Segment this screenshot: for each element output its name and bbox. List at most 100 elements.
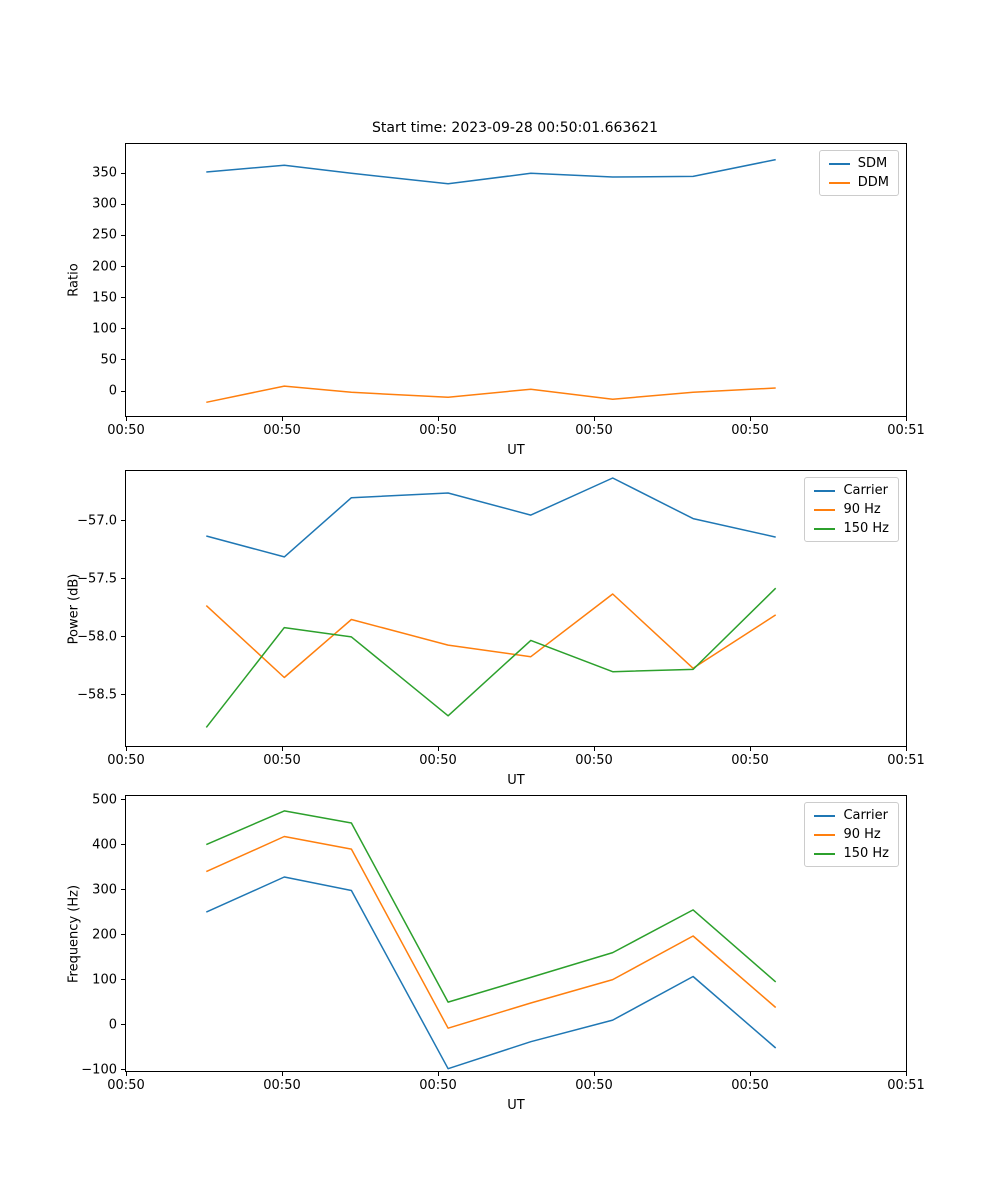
y-tick-mark (121, 520, 125, 522)
legend-label: 90 Hz (843, 502, 881, 517)
axes-power: 00:50 00:50 00:50 00:50 00:50 00:51 −58.5 −58.0… (67, 470, 925, 788)
x-tick-mark (905, 417, 907, 421)
x-axis-label-ratio: UT (507, 443, 525, 458)
y-tick-mark (121, 359, 125, 361)
y-tick-label: 250 (92, 227, 117, 243)
y-axis-label-power: Power (dB) (66, 573, 82, 644)
x-tick-mark (281, 1072, 283, 1076)
y-tick-mark (121, 1069, 125, 1071)
legend-line-swatch (814, 508, 836, 511)
x-axis-label-frequency: UT (507, 1098, 525, 1113)
legend-line-swatch (814, 814, 836, 817)
series-line-90-hz (205, 593, 777, 679)
y-tick-label: −58.0 (77, 629, 117, 645)
series-line-150-hz (206, 810, 777, 1003)
y-tick-label: −100 (81, 1062, 117, 1078)
series-line-carrier (205, 876, 777, 1070)
y-tick-mark (121, 636, 125, 638)
x-tick-mark (281, 417, 283, 421)
y-tick-label: 100 (92, 972, 117, 988)
legend-entry-90-hz: 90 Hz (814, 502, 889, 517)
legend-line-swatch (814, 527, 836, 530)
y-tick-mark (121, 328, 125, 330)
x-tick-label: 00:50 (419, 423, 457, 438)
series-line-90-hz (205, 835, 777, 1029)
y-tick-mark (121, 979, 125, 981)
x-tick-label: 00:50 (575, 1078, 613, 1093)
legend-entry-sdm: SDM (828, 156, 889, 171)
y-tick-mark (121, 172, 125, 174)
y-tick-mark (121, 1024, 125, 1026)
x-tick-label: 00:50 (263, 753, 301, 768)
y-tick-label: 350 (92, 165, 117, 181)
x-tick-label: 00:50 (731, 423, 769, 438)
y-tick-mark (121, 234, 125, 236)
y-tick-mark (121, 694, 125, 696)
x-tick-label: 00:50 (575, 753, 613, 768)
y-tick-label: −57.0 (77, 513, 117, 529)
legend-entry-150-hz: 150 Hz (814, 846, 889, 861)
legend-entry-ddm: DDM (828, 175, 889, 190)
x-tick-label: 00:51 (887, 423, 925, 438)
y-tick-mark (121, 203, 125, 205)
x-tick-mark (749, 417, 751, 421)
x-tick-label: 00:50 (419, 1078, 457, 1093)
x-tick-mark (437, 747, 439, 751)
x-axis-label-power: UT (507, 773, 525, 788)
x-tick-label: 00:50 (107, 423, 145, 438)
x-tick-label: 00:50 (263, 423, 301, 438)
y-tick-label: 0 (108, 1017, 117, 1033)
figure-title: Start time: 2023-09-28 00:50:01.663621 (371, 120, 659, 136)
y-tick-label: 150 (92, 290, 117, 306)
y-tick-mark (121, 297, 125, 299)
y-tick-mark (121, 889, 125, 891)
legend-line-swatch (814, 852, 836, 855)
axes-ratio: 00:50 00:50 00:50 00:50 00:50 00:51 0 50 100 150 2… (67, 143, 925, 458)
legend-label: DDM (857, 175, 889, 190)
x-tick-label: 00:50 (575, 423, 613, 438)
legend-label: Carrier (843, 483, 888, 498)
y-axis-label-ratio: Ratio (66, 263, 82, 297)
x-tick-label: 00:50 (107, 1078, 145, 1093)
legend-label: 150 Hz (843, 521, 889, 536)
y-tick-label: 300 (92, 196, 117, 212)
x-tick-mark (593, 747, 595, 751)
y-tick-mark (121, 390, 125, 392)
y-tick-mark (121, 844, 125, 846)
legend-entry-carrier: Carrier (814, 483, 889, 498)
legend-line-swatch (828, 162, 850, 165)
legend-line-swatch (814, 833, 836, 836)
legend-entry-carrier: Carrier (814, 808, 889, 823)
x-tick-mark (125, 1072, 127, 1076)
plot-area-ratio (206, 158, 776, 404)
y-tick-label: −58.5 (77, 687, 117, 703)
x-tick-label: 00:50 (263, 1078, 301, 1093)
y-tick-mark (121, 799, 125, 801)
series-line-150-hz (205, 587, 777, 728)
legend-label: 150 Hz (843, 846, 889, 861)
x-tick-label: 00:51 (887, 753, 925, 768)
y-tick-label: 400 (92, 837, 117, 853)
legend-line-swatch (828, 181, 850, 184)
y-tick-mark (121, 934, 125, 936)
x-tick-mark (593, 417, 595, 421)
y-tick-label: 50 (100, 352, 117, 368)
x-tick-mark (749, 747, 751, 751)
legend-entry-150-hz: 150 Hz (814, 521, 889, 536)
y-tick-label: 0 (108, 383, 117, 399)
x-tick-mark (437, 1072, 439, 1076)
legend-line-swatch (814, 489, 836, 492)
y-tick-label: 100 (92, 321, 117, 337)
plot-area-power (205, 477, 777, 728)
legend-label: Carrier (843, 808, 888, 823)
x-tick-mark (125, 747, 127, 751)
legend-power: Carrier 90 Hz 150 Hz (804, 477, 899, 542)
x-tick-mark (593, 1072, 595, 1076)
x-tick-mark (749, 1072, 751, 1076)
series-line-sdm (206, 158, 776, 185)
x-tick-mark (437, 417, 439, 421)
x-tick-mark (905, 1072, 907, 1076)
x-tick-label: 00:50 (419, 753, 457, 768)
legend-label: 90 Hz (843, 827, 881, 842)
